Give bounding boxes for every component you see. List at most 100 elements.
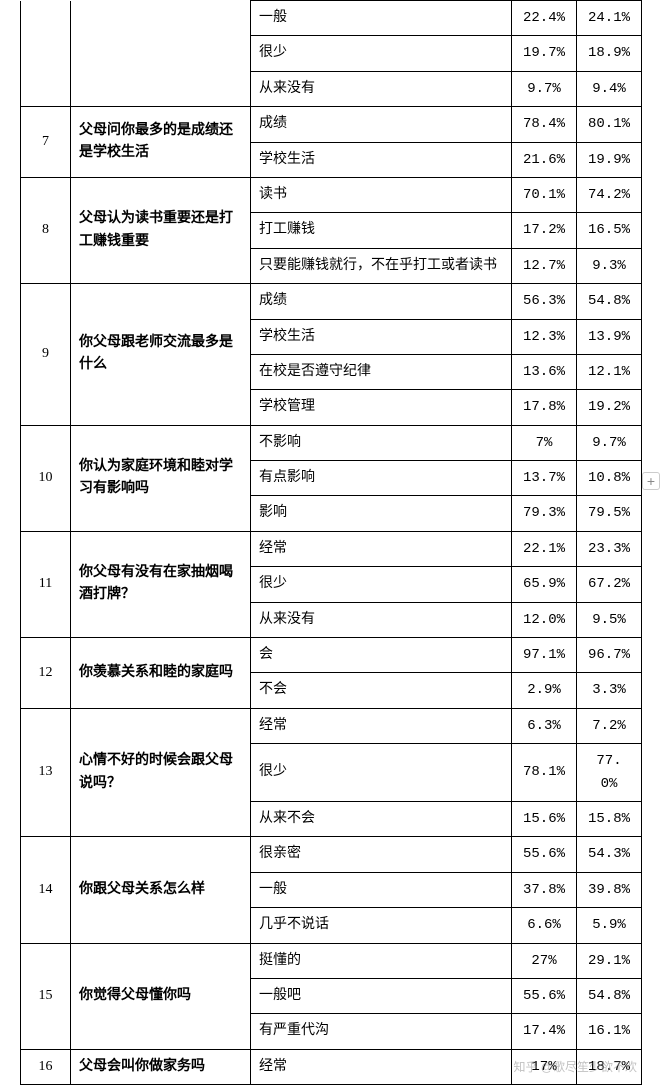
option-label: 经常 [251,531,512,566]
table-row: 12你羡慕关系和睦的家庭吗会97.1%96.7% [21,638,642,673]
percentage-col1: 17.2% [512,213,577,248]
percentage-col2: 3.3% [577,673,642,708]
option-label: 成绩 [251,107,512,142]
percentage-col2: 79.5% [577,496,642,531]
percentage-col2: 16.5% [577,213,642,248]
percentage-col1: 15.6% [512,801,577,836]
table-row: 15你觉得父母懂你吗挺懂的27%29.1% [21,943,642,978]
percentage-col1: 65.9% [512,567,577,602]
option-label: 很少 [251,36,512,71]
survey-table: 一般22.4%24.1%很少19.7%18.9%从来没有9.7%9.4%7父母问… [20,0,642,1085]
option-label: 一般吧 [251,978,512,1013]
option-label: 只要能赚钱就行，不在乎打工或者读书 [251,248,512,283]
table-row: 7父母问你最多的是成绩还是学校生活成绩78.4%80.1% [21,107,642,142]
option-label: 从来没有 [251,71,512,106]
table-row: 9你父母跟老师交流最多是什么成绩56.3%54.8% [21,284,642,319]
question-text: 心情不好的时候会跟父母说吗？ [71,708,251,837]
percentage-col1: 19.7% [512,36,577,71]
percentage-col2: 23.3% [577,531,642,566]
question-text: 你父母跟老师交流最多是什么 [71,284,251,426]
percentage-col1: 6.6% [512,908,577,943]
percentage-col2: 39.8% [577,872,642,907]
percentage-col1: 97.1% [512,638,577,673]
question-text: 你父母有没有在家抽烟喝酒打牌？ [71,531,251,637]
question-number: 14 [21,837,71,943]
option-label: 很少 [251,567,512,602]
option-label: 从来不会 [251,801,512,836]
percentage-col1: 21.6% [512,142,577,177]
table-row: 14你跟父母关系怎么样很亲密55.6%54.3% [21,837,642,872]
percentage-col2: 96.7% [577,638,642,673]
question-text [71,1,251,107]
table-row: 8父母认为读书重要还是打工赚钱重要读书70.1%74.2% [21,177,642,212]
table-row: 13心情不好的时候会跟父母说吗？经常6.3%7.2% [21,708,642,743]
percentage-col2: 54.8% [577,284,642,319]
percentage-col1: 70.1% [512,177,577,212]
percentage-col1: 22.1% [512,531,577,566]
survey-table-container: 一般22.4%24.1%很少19.7%18.9%从来没有9.7%9.4%7父母问… [0,0,662,1085]
percentage-col1: 6.3% [512,708,577,743]
option-label: 一般 [251,872,512,907]
question-text: 父母会叫你做家务吗 [71,1049,251,1084]
option-label: 读书 [251,177,512,212]
option-label: 一般 [251,1,512,36]
question-number: 8 [21,177,71,283]
percentage-col2: 7.2% [577,708,642,743]
percentage-col2: 18.9% [577,36,642,71]
option-label: 影响 [251,496,512,531]
question-number [21,1,71,107]
percentage-col2: 77. 0% [577,744,642,802]
percentage-col1: 17.8% [512,390,577,425]
percentage-col2: 29.1% [577,943,642,978]
question-number: 11 [21,531,71,637]
option-label: 学校生活 [251,142,512,177]
question-number: 13 [21,708,71,837]
percentage-col1: 55.6% [512,837,577,872]
option-label: 不影响 [251,425,512,460]
option-label: 学校生活 [251,319,512,354]
percentage-col1: 9.7% [512,71,577,106]
percentage-col2: 10.8% [577,461,642,496]
percentage-col2: 9.3% [577,248,642,283]
table-row: 11你父母有没有在家抽烟喝酒打牌？经常22.1%23.3% [21,531,642,566]
percentage-col2: 15.8% [577,801,642,836]
percentage-col1: 22.4% [512,1,577,36]
question-number: 12 [21,638,71,709]
question-text: 父母问你最多的是成绩还是学校生活 [71,107,251,178]
question-number: 16 [21,1049,71,1084]
percentage-col1: 78.4% [512,107,577,142]
percentage-col1: 27% [512,943,577,978]
percentage-col1: 12.7% [512,248,577,283]
percentage-col2: 13.9% [577,319,642,354]
percentage-col2: 54.3% [577,837,642,872]
percentage-col2: 12.1% [577,354,642,389]
option-label: 打工赚钱 [251,213,512,248]
percentage-col2: 80.1% [577,107,642,142]
option-label: 有点影响 [251,461,512,496]
option-label: 有严重代沟 [251,1014,512,1049]
option-label: 从来没有 [251,602,512,637]
percentage-col1: 12.3% [512,319,577,354]
percentage-col2: 19.2% [577,390,642,425]
percentage-col2: 9.7% [577,425,642,460]
option-label: 成绩 [251,284,512,319]
percentage-col2: 9.5% [577,602,642,637]
table-row: 一般22.4%24.1% [21,1,642,36]
percentage-col1: 2.9% [512,673,577,708]
percentage-col2: 5.9% [577,908,642,943]
option-label: 经常 [251,708,512,743]
option-label: 在校是否遵守纪律 [251,354,512,389]
question-text: 你羡慕关系和睦的家庭吗 [71,638,251,709]
percentage-col2: 54.8% [577,978,642,1013]
percentage-col2: 16.1% [577,1014,642,1049]
percentage-col2: 67.2% [577,567,642,602]
plus-icon: + [647,473,655,489]
option-label: 不会 [251,673,512,708]
percentage-col1: 7% [512,425,577,460]
expand-button[interactable]: + [642,472,660,490]
question-text: 父母认为读书重要还是打工赚钱重要 [71,177,251,283]
option-label: 几乎不说话 [251,908,512,943]
percentage-col1: 13.7% [512,461,577,496]
percentage-col1: 17.4% [512,1014,577,1049]
percentage-col2: 74.2% [577,177,642,212]
